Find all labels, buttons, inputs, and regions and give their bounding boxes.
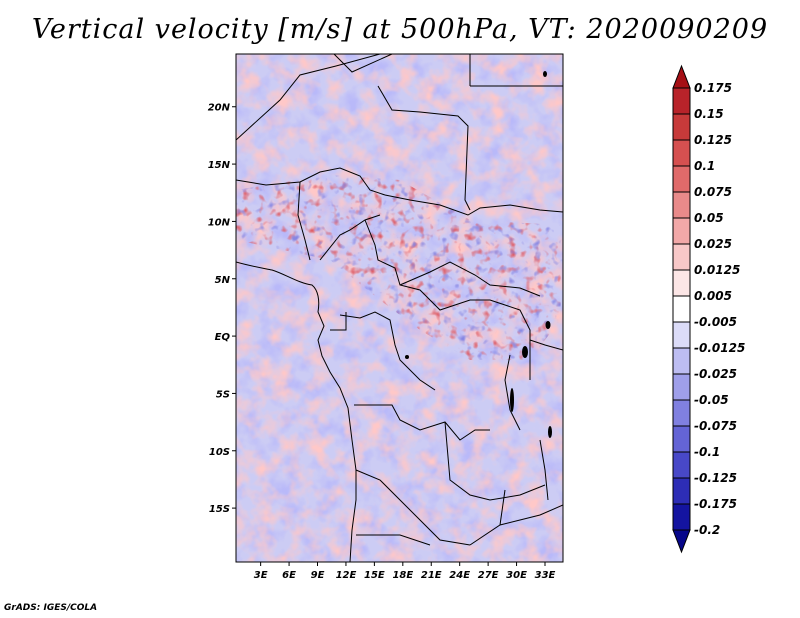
colorbar-label: 0.125 — [694, 133, 732, 147]
colorbar-label: -0.2 — [694, 523, 720, 537]
map-panel — [236, 54, 563, 562]
y-tick-label: EQ — [215, 332, 231, 343]
colorbar-label: 0.175 — [694, 81, 732, 95]
x-tick-label: 3E — [254, 570, 268, 581]
x-tick-label: 9E — [311, 570, 325, 581]
colorbar-swatch — [672, 451, 691, 479]
colorbar-swatch — [672, 191, 691, 219]
colorbar-label: -0.175 — [694, 497, 737, 511]
colorbar-label: 0.1 — [694, 159, 715, 173]
colorbar-label: 0.15 — [694, 107, 724, 121]
x-tick-label: 12E — [336, 570, 357, 581]
colorbar-label: 0.025 — [694, 237, 732, 251]
colorbar-label: 0.05 — [694, 211, 724, 225]
colorbar-label: -0.025 — [694, 367, 737, 381]
colorbar-swatch — [672, 373, 691, 401]
colorbar-swatch — [672, 243, 691, 271]
x-tick-label: 6E — [282, 570, 296, 581]
colorbar-swatch — [672, 269, 691, 297]
y-tick-label: 15N — [208, 160, 231, 171]
colorbar-swatch — [672, 321, 691, 349]
colorbar-label: -0.075 — [694, 419, 737, 433]
colorbar-swatch — [672, 295, 691, 323]
x-tick-label: 21E — [421, 570, 442, 581]
colorbar-label: -0.1 — [694, 445, 720, 459]
x-tick-label: 15E — [364, 570, 385, 581]
colorbar-min-arrow — [672, 529, 691, 554]
colorbar-label: -0.05 — [694, 393, 729, 407]
colorbar-swatch — [672, 87, 691, 115]
y-tick-label: 5N — [215, 275, 231, 286]
plot-frame — [235, 53, 564, 563]
colorbar-swatch — [672, 165, 691, 193]
x-tick-label: 18E — [392, 570, 413, 581]
colorbar-label: -0.0125 — [694, 341, 745, 355]
colorbar-label: 0.075 — [694, 185, 732, 199]
colorbar-label: 0.0125 — [694, 263, 740, 277]
x-tick-label: 24E — [449, 570, 470, 581]
colorbar-swatch — [672, 503, 691, 531]
colorbar-swatch — [672, 425, 691, 453]
chart-title: Vertical velocity [m/s] at 500hPa, VT: 2… — [31, 14, 769, 45]
y-tick-label: 10S — [209, 447, 230, 458]
y-tick-label: 15S — [209, 504, 230, 515]
map-lakes — [405, 71, 552, 438]
colorbar-max-arrow — [672, 64, 691, 89]
colorbar-label: -0.125 — [694, 471, 737, 485]
y-tick-label: 20N — [208, 103, 231, 114]
x-tick-label: 30E — [506, 570, 527, 581]
y-axis: 20N 15N 10N 5N EQ 5S 10S 15S — [208, 103, 236, 515]
map-borders — [236, 54, 563, 562]
colorbar-swatch — [672, 139, 691, 167]
x-tick-label: 33E — [535, 570, 556, 581]
colorbar-swatch — [672, 399, 691, 427]
colorbar-swatch — [672, 347, 691, 375]
colorbar-label: -0.005 — [694, 315, 737, 329]
colorbar-swatch — [672, 113, 691, 141]
y-tick-label: 5S — [216, 389, 230, 400]
x-tick-label: 27E — [478, 570, 499, 581]
colorbar: 0.175 0.15 0.125 0.1 0.075 0.05 0.025 0.0125 0.0… — [672, 64, 745, 554]
x-axis: 3E 6E 9E 12E 15E 18E 21E 24E 27E 30E 33E — [254, 562, 556, 581]
y-tick-label: 10N — [208, 217, 231, 228]
colorbar-swatch — [672, 217, 691, 245]
grads-credit: GrADS: IGES/COLA — [4, 603, 98, 613]
colorbar-swatch — [672, 477, 691, 505]
colorbar-label: 0.005 — [694, 289, 732, 303]
